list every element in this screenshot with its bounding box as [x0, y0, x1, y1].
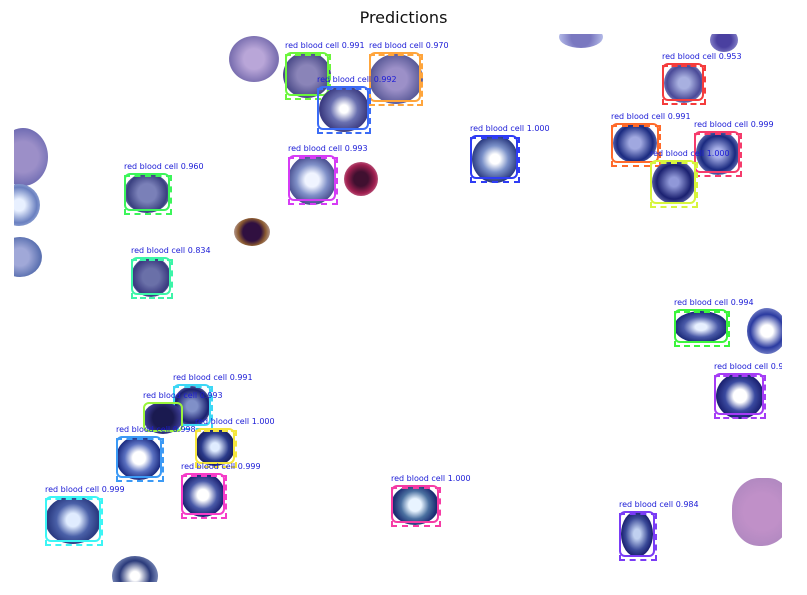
detection-label: red blood cell 0.994 [674, 298, 754, 307]
detection-label: red blood cell 1.000 [470, 124, 550, 133]
detection-box: red blood cell 0.953 [662, 52, 742, 105]
detection-box: red blood cell 0.993 [143, 391, 223, 434]
unlabeled-cell [14, 128, 48, 186]
detection-label: red blood cell 0.999 [181, 462, 261, 471]
micrograph-image: red blood cell 0.991 red blood cell 0.97… [14, 34, 782, 582]
unlabeled-cell [14, 184, 40, 226]
unlabeled-cell [732, 478, 782, 546]
detection-box: red blood cell 0.993 [288, 144, 368, 205]
detection-label: red blood cell 1.000 [391, 474, 471, 483]
detection-label: red blood cell 1.000 [650, 149, 730, 158]
detection-box-dashed [662, 65, 706, 105]
detection-label: red blood cell 0.834 [131, 246, 211, 255]
unlabeled-cell [710, 34, 738, 52]
detection-box-dashed [124, 175, 172, 215]
detection-box-dashed [650, 162, 698, 208]
detection-box-dashed [285, 54, 331, 100]
unlabeled-cell [112, 556, 158, 582]
detection-box: red blood cell 1.000 [391, 474, 471, 527]
unlabeled-cell [559, 34, 603, 48]
detection-box: red blood cell 0.999 [45, 485, 125, 546]
detection-box: red blood cell 1.000 [195, 417, 275, 468]
red-blood-cell [288, 155, 336, 205]
detection-box: red blood cell 0.999 [714, 362, 782, 419]
detection-label: red blood cell 0.993 [143, 391, 223, 400]
detection-box-dashed [181, 475, 227, 519]
detection-label: red blood cell 0.953 [662, 52, 742, 61]
red-blood-cell [45, 496, 101, 544]
detection-label: red blood cell 0.991 [611, 112, 691, 121]
unlabeled-cell [229, 36, 279, 82]
detection-label: red blood cell 0.993 [288, 144, 368, 153]
red-blood-cell [391, 485, 439, 525]
detection-label: red blood cell 0.999 [714, 362, 782, 371]
detection-box-dashed [116, 438, 164, 482]
detection-label: red blood cell 0.991 [285, 41, 365, 50]
detection-label: red blood cell 0.992 [317, 75, 397, 84]
detection-label: red blood cell 0.991 [173, 373, 253, 382]
detection-box: red blood cell 0.984 [619, 500, 699, 561]
detection-box: red blood cell 0.991 [611, 112, 691, 167]
unlabeled-cell [747, 308, 782, 354]
detection-box: red blood cell 0.991 [283, 41, 365, 100]
unlabeled-cell [14, 237, 42, 277]
red-blood-cell [696, 131, 740, 175]
red-blood-cell [131, 257, 171, 297]
detection-label: red blood cell 0.998 [116, 425, 196, 434]
red-blood-cell [621, 511, 653, 557]
detection-box: red blood cell 0.994 [674, 298, 754, 347]
detection-box: red blood cell 0.960 [124, 162, 204, 215]
detection-box: red blood cell 1.000 [650, 149, 730, 208]
detection-box-dashed [317, 88, 371, 134]
red-blood-cell [319, 86, 369, 132]
red-blood-cell [613, 123, 657, 163]
red-blood-cell [716, 373, 764, 419]
detection-label: red blood cell 0.984 [619, 500, 699, 509]
detection-box: red blood cell 0.970 [369, 41, 449, 106]
detection-label: red blood cell 0.999 [694, 120, 774, 129]
detection-box: red blood cell 1.000 [470, 124, 550, 183]
platelet-artifact [234, 218, 270, 246]
red-blood-cell [124, 173, 170, 213]
detection-box: red blood cell 0.834 [131, 246, 211, 299]
detection-label: red blood cell 0.960 [124, 162, 204, 171]
red-blood-cell [664, 63, 704, 103]
detection-box-solid [143, 402, 183, 432]
red-blood-cell [143, 402, 183, 434]
detection-box: red blood cell 0.992 [317, 75, 397, 134]
detection-box-dashed [611, 125, 661, 167]
figure-title: Predictions [359, 8, 448, 27]
red-blood-cell [181, 473, 225, 517]
red-blood-cell [652, 160, 696, 204]
detection-box-dashed [195, 430, 237, 468]
detection-box-dashed [391, 487, 441, 527]
detection-label: red blood cell 0.999 [45, 485, 125, 494]
red-blood-cell [116, 436, 162, 480]
detection-box-dashed [714, 375, 766, 419]
detection-box-dashed [619, 513, 657, 561]
detection-box-dashed [288, 157, 338, 205]
detection-box-dashed [45, 498, 103, 546]
detection-box-dashed [369, 54, 423, 106]
platelet-artifact [344, 162, 378, 196]
detection-box-dashed [131, 259, 173, 299]
detection-box: red blood cell 0.999 [694, 120, 774, 177]
red-blood-cell [472, 135, 518, 183]
detection-label: red blood cell 0.970 [369, 41, 449, 50]
detection-label: red blood cell 1.000 [195, 417, 275, 426]
detection-box-dashed [674, 311, 730, 347]
detection-box: red blood cell 0.999 [181, 462, 261, 519]
detection-box-dashed [694, 133, 742, 177]
red-blood-cell [369, 54, 423, 104]
detection-box-dashed [470, 137, 520, 183]
red-blood-cell [195, 428, 235, 466]
detection-box: red blood cell 0.998 [116, 425, 196, 482]
red-blood-cell [674, 311, 728, 343]
